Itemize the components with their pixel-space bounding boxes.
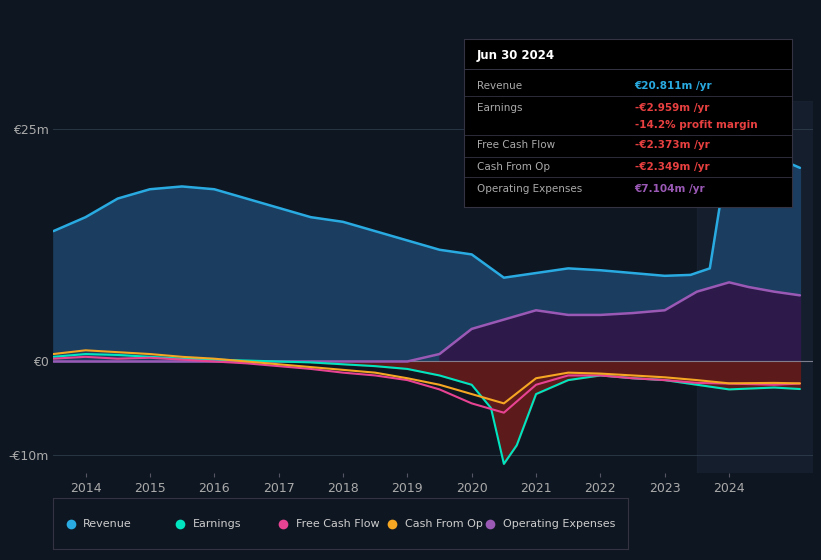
- Text: Earnings: Earnings: [192, 519, 241, 529]
- Text: -14.2% profit margin: -14.2% profit margin: [635, 120, 757, 130]
- Text: Cash From Op: Cash From Op: [405, 519, 483, 529]
- Text: Cash From Op: Cash From Op: [477, 162, 550, 172]
- Text: Operating Expenses: Operating Expenses: [502, 519, 615, 529]
- Text: Free Cash Flow: Free Cash Flow: [296, 519, 379, 529]
- Text: -€2.373m /yr: -€2.373m /yr: [635, 140, 709, 150]
- Text: €20.811m /yr: €20.811m /yr: [635, 81, 713, 91]
- Bar: [697, 101, 813, 473]
- Text: -€2.959m /yr: -€2.959m /yr: [635, 103, 709, 113]
- Text: Revenue: Revenue: [477, 81, 522, 91]
- Text: Revenue: Revenue: [83, 519, 132, 529]
- Text: €7.104m /yr: €7.104m /yr: [635, 184, 705, 194]
- Text: Free Cash Flow: Free Cash Flow: [477, 140, 555, 150]
- Text: Operating Expenses: Operating Expenses: [477, 184, 582, 194]
- Text: -€2.349m /yr: -€2.349m /yr: [635, 162, 709, 172]
- Text: Jun 30 2024: Jun 30 2024: [477, 49, 555, 63]
- Text: Earnings: Earnings: [477, 103, 522, 113]
